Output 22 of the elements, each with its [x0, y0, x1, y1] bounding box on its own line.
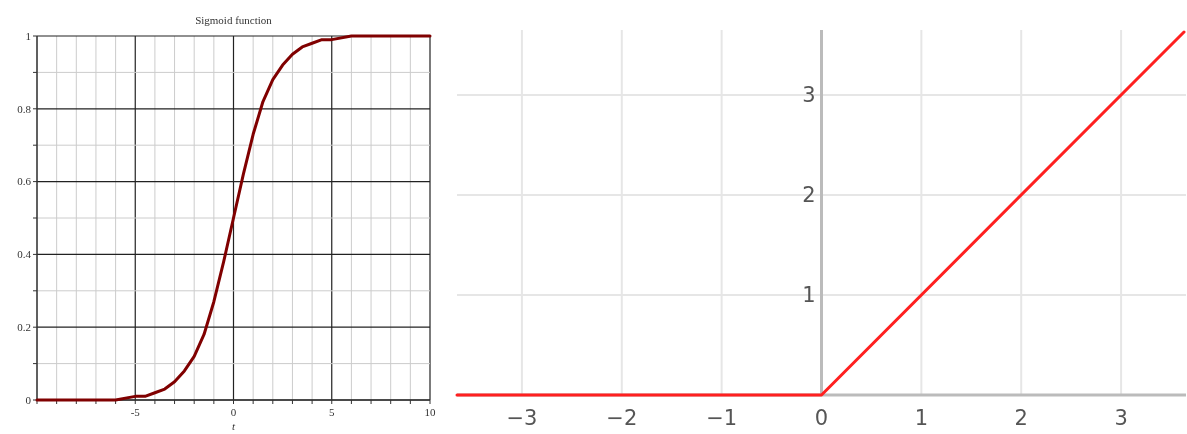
x-axis-title: t: [231, 420, 236, 432]
x-tick-label: −2: [606, 406, 638, 430]
y-tick-label: 0.8: [17, 102, 32, 115]
x-tick-label: −1: [706, 406, 738, 430]
y-tick-label: 0.2: [17, 321, 31, 334]
y-tick-label: 0.4: [17, 248, 32, 261]
line-series: [35, 34, 432, 402]
chart-title: Sigmoid function: [195, 14, 273, 26]
y-tick-label: 1: [25, 29, 31, 42]
x-tick-label: 2: [1014, 406, 1028, 430]
x-tick-label: 10: [424, 406, 436, 418]
x-tick-label: 5: [329, 406, 335, 418]
x-tick-label: −3: [506, 406, 538, 430]
x-tick-label: 0: [230, 406, 237, 418]
y-tick-label: 2: [802, 183, 816, 208]
y-tick-label: 0.6: [17, 175, 32, 188]
x-tick-label: -5: [130, 406, 141, 418]
y-tick-label: 0: [25, 393, 32, 406]
y-tick-label: 3: [802, 83, 816, 108]
y-tick-label: 1: [802, 283, 816, 308]
x-tick-label: 3: [1114, 406, 1128, 430]
x-tick-label: 1: [914, 406, 929, 430]
